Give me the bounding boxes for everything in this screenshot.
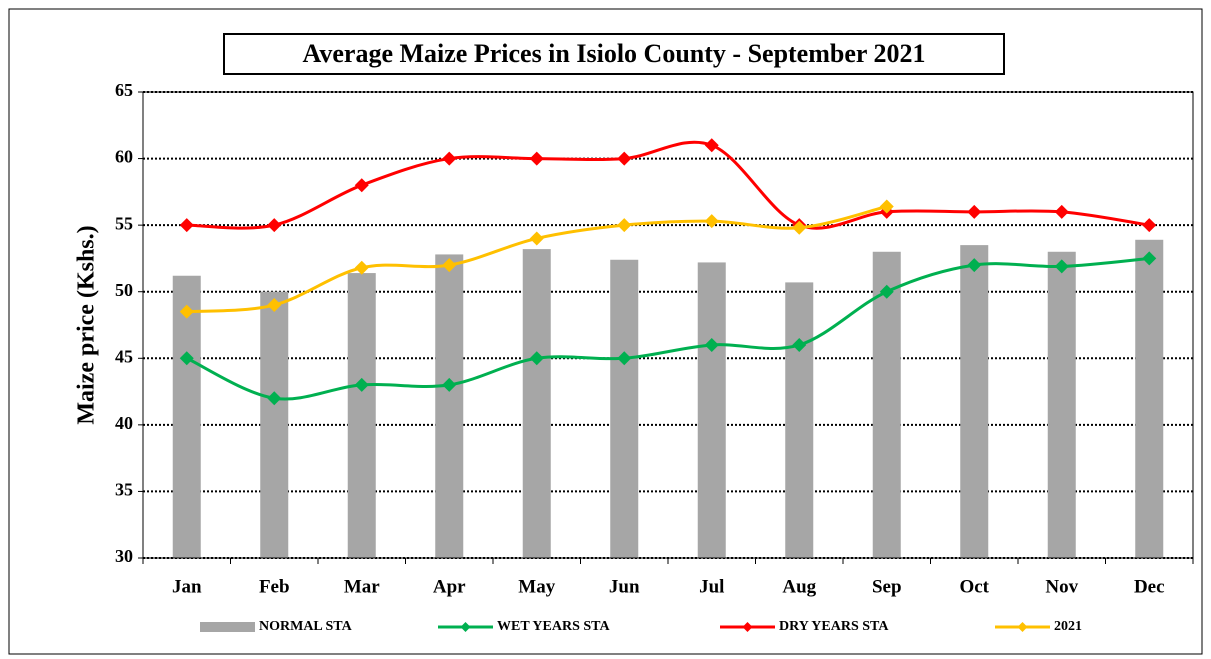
legend-label: DRY YEARS STA	[779, 619, 889, 634]
y-axis-label: Maize price (Kshs.)	[74, 225, 100, 424]
marker	[179, 218, 194, 233]
marker	[442, 377, 457, 392]
marker	[1054, 259, 1069, 274]
y-tick-label: 30	[115, 546, 133, 566]
marker	[354, 260, 369, 275]
marker	[529, 231, 544, 246]
legend-marker	[460, 622, 471, 632]
bar	[347, 273, 376, 558]
marker	[1142, 251, 1157, 266]
x-tick-label: Aug	[782, 576, 816, 597]
chart-title: Average Maize Prices in Isiolo County - …	[303, 39, 926, 68]
bar	[1047, 251, 1076, 558]
y-tick-label: 60	[115, 147, 133, 167]
y-tick-label: 35	[115, 480, 133, 500]
marker	[617, 218, 632, 233]
x-tick-label: May	[518, 576, 555, 597]
plot-border	[142, 91, 1194, 559]
marker	[442, 151, 457, 166]
line	[186, 256, 1150, 401]
marker	[1054, 204, 1069, 219]
title-box	[223, 33, 1005, 75]
marker	[1142, 218, 1157, 233]
marker	[267, 218, 282, 233]
line	[186, 140, 1150, 230]
marker	[179, 351, 194, 366]
legend-swatch	[200, 622, 255, 632]
x-tick-label: Jul	[699, 576, 724, 597]
y-tick-label: 40	[115, 413, 133, 433]
bar	[1135, 239, 1164, 558]
x-tick-label: Apr	[433, 576, 466, 597]
marker	[267, 298, 282, 313]
marker	[617, 151, 632, 166]
x-tick-label: Feb	[259, 576, 290, 597]
y-tick-label: 65	[115, 80, 133, 100]
x-tick-label: Mar	[344, 576, 380, 597]
y-tick-label: 50	[115, 280, 133, 300]
marker	[967, 204, 982, 219]
bar	[522, 249, 551, 558]
marker	[792, 220, 807, 235]
x-tick-label: Jun	[609, 576, 640, 597]
marker	[529, 151, 544, 166]
x-tick-label: Dec	[1134, 576, 1165, 597]
x-tick-label: Oct	[959, 576, 989, 597]
y-tick-label: 55	[115, 213, 133, 233]
bar	[172, 275, 201, 558]
marker	[529, 351, 544, 366]
x-tick-label: Sep	[872, 576, 902, 597]
marker	[879, 199, 894, 214]
marker	[354, 178, 369, 193]
marker	[704, 214, 719, 229]
marker	[617, 351, 632, 366]
x-tick-label: Nov	[1045, 576, 1078, 597]
x-tick-label: Jan	[172, 576, 202, 597]
legend-marker	[742, 622, 753, 632]
bar	[960, 245, 989, 558]
bar	[697, 262, 726, 558]
bar	[260, 291, 289, 558]
y-tick-label: 45	[115, 346, 133, 366]
marker	[967, 258, 982, 273]
legend-label: WET YEARS STA	[497, 619, 610, 634]
bar	[872, 251, 901, 558]
marker	[792, 337, 807, 352]
marker	[879, 284, 894, 299]
marker	[704, 138, 719, 153]
bar	[435, 254, 464, 559]
marker	[442, 258, 457, 273]
legend-marker	[1017, 622, 1028, 632]
marker	[179, 304, 194, 319]
bar	[785, 282, 814, 558]
marker	[354, 377, 369, 392]
bar	[610, 259, 639, 558]
chart-border	[8, 8, 1203, 655]
legend-label: NORMAL STA	[259, 619, 353, 634]
legend-label: 2021	[1054, 619, 1082, 634]
marker	[704, 337, 719, 352]
marker	[267, 391, 282, 406]
